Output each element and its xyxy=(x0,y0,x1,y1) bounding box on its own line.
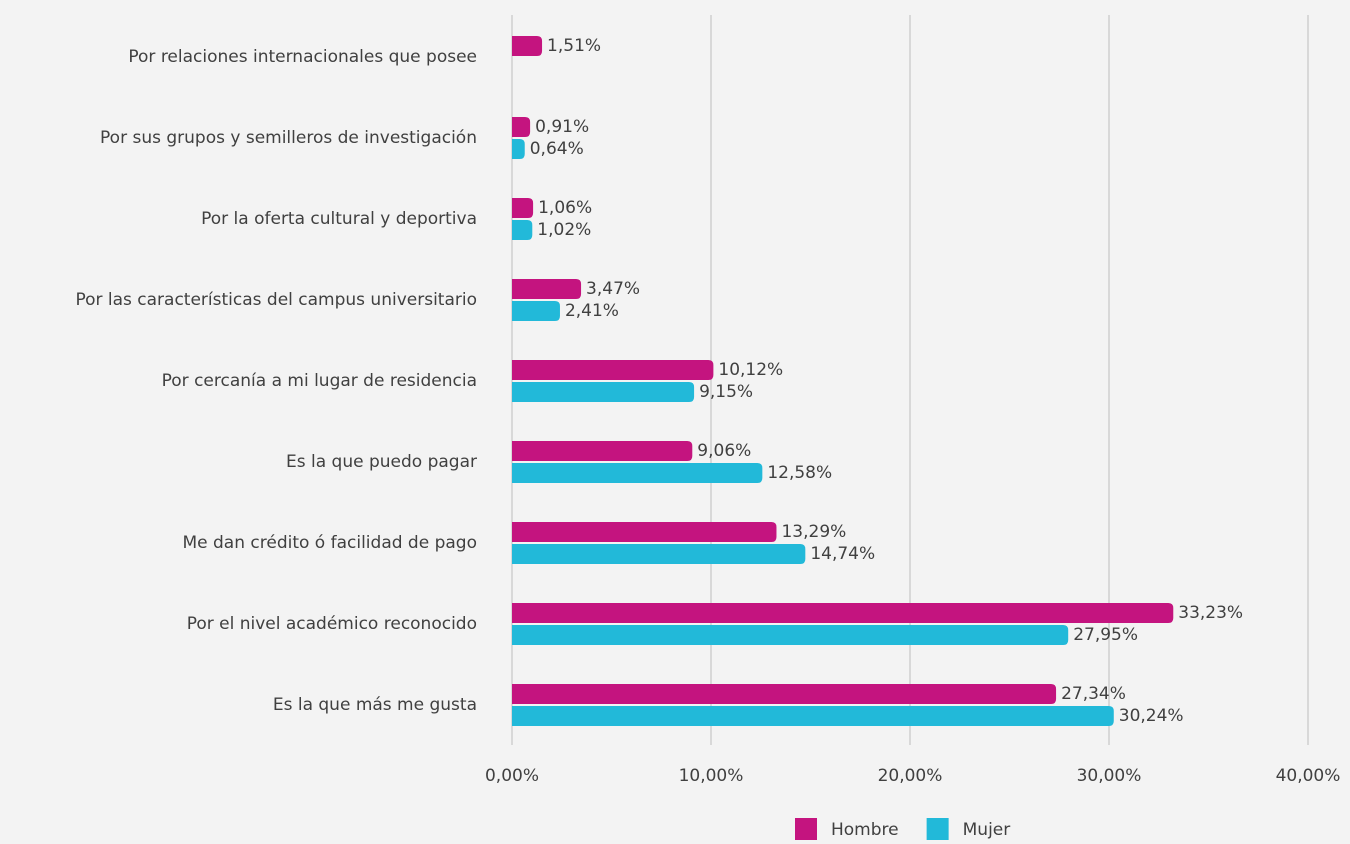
bar xyxy=(512,625,1069,645)
y-tick-label: Por sus grupos y semilleros de investiga… xyxy=(100,128,477,148)
bar xyxy=(512,441,693,461)
data-label: 9,06% xyxy=(697,441,751,461)
legend-swatch xyxy=(795,818,817,840)
bar xyxy=(512,706,1114,726)
bar xyxy=(512,360,714,380)
bar xyxy=(512,279,582,299)
y-tick-label: Me dan crédito ó facilidad de pago xyxy=(182,533,477,553)
bar xyxy=(512,117,531,137)
x-tick-label: 0,00% xyxy=(485,766,539,786)
bar xyxy=(512,301,560,321)
data-label: 1,06% xyxy=(538,198,592,218)
legend-swatch xyxy=(926,818,949,840)
data-label: 0,91% xyxy=(535,117,589,137)
data-label: 3,47% xyxy=(586,279,640,299)
bar xyxy=(512,603,1174,623)
bar xyxy=(512,544,806,564)
data-label: 33,23% xyxy=(1178,603,1243,623)
data-label: 1,02% xyxy=(537,220,591,240)
bar xyxy=(512,684,1057,704)
bar xyxy=(512,522,777,542)
y-tick-label: Es la que más me gusta xyxy=(273,695,477,715)
bar xyxy=(512,139,525,159)
y-tick-label: Por el nivel académico reconocido xyxy=(187,614,477,634)
x-tick-label: 10,00% xyxy=(679,766,744,786)
y-tick-label: Por cercanía a mi lugar de residencia xyxy=(162,371,477,391)
bar xyxy=(512,382,695,402)
y-tick-label: Por las características del campus unive… xyxy=(75,290,477,310)
bar xyxy=(512,198,534,218)
y-tick-label: Por la oferta cultural y deportiva xyxy=(201,209,477,229)
data-label: 27,34% xyxy=(1061,684,1126,704)
data-label: 0,64% xyxy=(530,139,584,159)
legend-label: Mujer xyxy=(963,820,1011,840)
bar xyxy=(512,36,543,56)
legend-label: Hombre xyxy=(831,820,899,840)
y-tick-label: Por relaciones internacionales que posee xyxy=(128,47,477,67)
data-label: 13,29% xyxy=(781,522,846,542)
data-label: 9,15% xyxy=(699,382,753,402)
x-tick-label: 40,00% xyxy=(1276,766,1341,786)
data-label: 10,12% xyxy=(718,360,783,380)
x-tick-label: 20,00% xyxy=(878,766,943,786)
data-label: 14,74% xyxy=(810,544,875,564)
data-label: 2,41% xyxy=(565,301,619,321)
data-label: 27,95% xyxy=(1073,625,1138,645)
x-tick-label: 30,00% xyxy=(1077,766,1142,786)
data-label: 30,24% xyxy=(1119,706,1184,726)
data-label: 12,58% xyxy=(767,463,832,483)
bar xyxy=(512,220,533,240)
y-tick-label: Es la que puedo pagar xyxy=(286,452,477,472)
data-label: 1,51% xyxy=(547,36,601,56)
bar xyxy=(512,463,763,483)
